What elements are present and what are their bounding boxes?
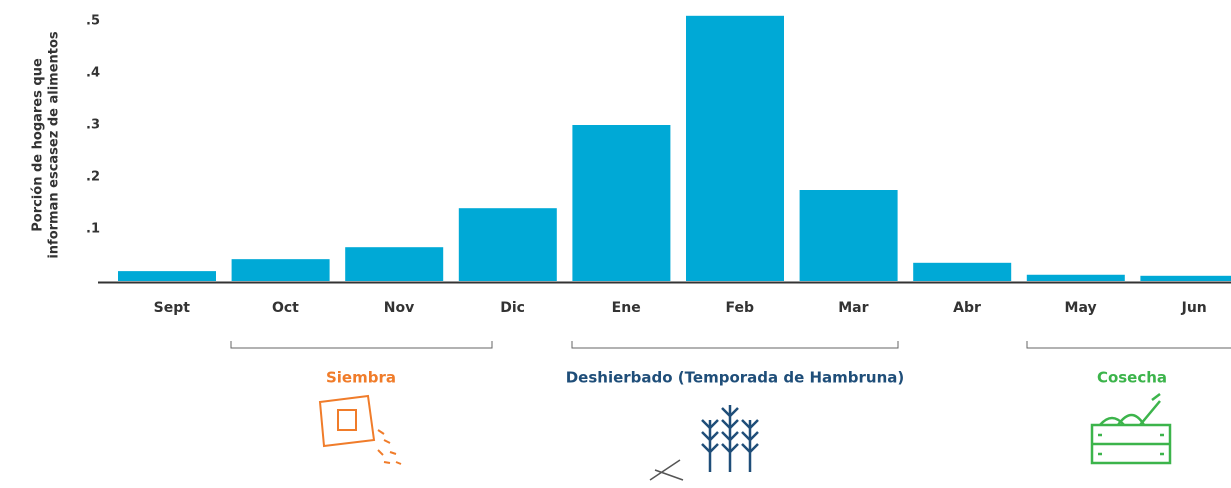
season-bracket	[1026, 341, 1231, 349]
season-label: Siembra	[326, 369, 396, 387]
sowing-icon	[318, 394, 402, 465]
bar	[1140, 275, 1231, 281]
season-bracket	[571, 341, 899, 349]
y-tick-label: .5	[86, 14, 100, 29]
weeding-icon	[649, 405, 759, 481]
season-bracket	[230, 341, 493, 349]
x-tick-label: Sept	[154, 300, 191, 316]
y-tick-label: .4	[86, 66, 100, 81]
bar	[118, 271, 216, 281]
season-label: Cosecha	[1097, 369, 1167, 387]
x-tick-label: Feb	[726, 300, 755, 316]
x-tick-label: Jun	[1181, 300, 1207, 316]
y-tick-label: .2	[86, 170, 100, 185]
bar	[572, 125, 671, 281]
season-label: Deshierbado (Temporada de Hambruna)	[566, 369, 905, 387]
bar	[458, 208, 557, 281]
x-tick-label: Ene	[612, 300, 641, 316]
bar	[231, 259, 330, 281]
y-axis-label: informan escasez de alimentos	[47, 31, 62, 259]
bar	[913, 262, 1012, 281]
x-tick-label: Nov	[384, 300, 414, 316]
bar	[799, 190, 898, 281]
y-tick-label: .1	[86, 222, 100, 237]
x-tick-label: Oct	[272, 300, 299, 316]
bar	[686, 15, 784, 282]
harvest-icon	[1090, 393, 1172, 465]
bar	[345, 247, 444, 281]
bar	[1026, 274, 1125, 281]
x-tick-label: Dic	[500, 300, 525, 316]
x-tick-label: Mar	[838, 300, 868, 316]
x-tick-label: Abr	[953, 300, 981, 316]
x-tick-label: May	[1065, 300, 1097, 316]
y-axis-label: Porción de hogares que	[31, 58, 46, 232]
y-tick-label: .3	[86, 118, 100, 133]
